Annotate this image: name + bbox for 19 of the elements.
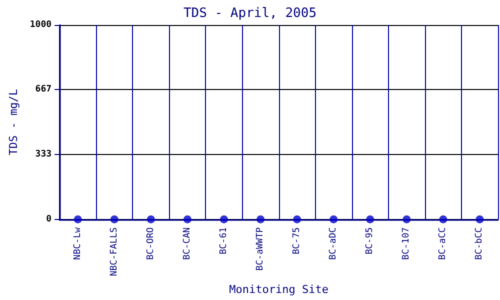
y-tick-label: 1000 [30, 20, 52, 30]
x-tick-label: BC-aWWTP [256, 226, 266, 271]
x-tick-label: BC-95 [365, 227, 376, 254]
y-axis-title: TDS - mg/L [7, 88, 20, 156]
x-tick-label: BC-CAN [182, 227, 192, 260]
x-tick-label: NBC-Lw [72, 226, 83, 260]
x-tick-label: BC-61 [218, 227, 229, 254]
x-tick-label: BC-75 [292, 227, 302, 254]
y-tick-label: 667 [35, 84, 52, 95]
x-tick-label: BC-107 [402, 227, 412, 260]
y-tick-label: 333 [35, 150, 52, 160]
x-tick-label: NBC-FALLS [109, 227, 120, 276]
y-tick-label: 0 [46, 214, 52, 224]
x-tick-label: BC-ORO [146, 227, 156, 260]
chart-title: TDS - April, 2005 [183, 6, 317, 21]
x-tick-label: BC-aCC [438, 227, 448, 260]
x-tick-label: BC-aDC [328, 227, 339, 260]
x-axis-title: Monitoring Site [229, 283, 328, 296]
x-tick-label: BC-bCC [474, 227, 485, 260]
